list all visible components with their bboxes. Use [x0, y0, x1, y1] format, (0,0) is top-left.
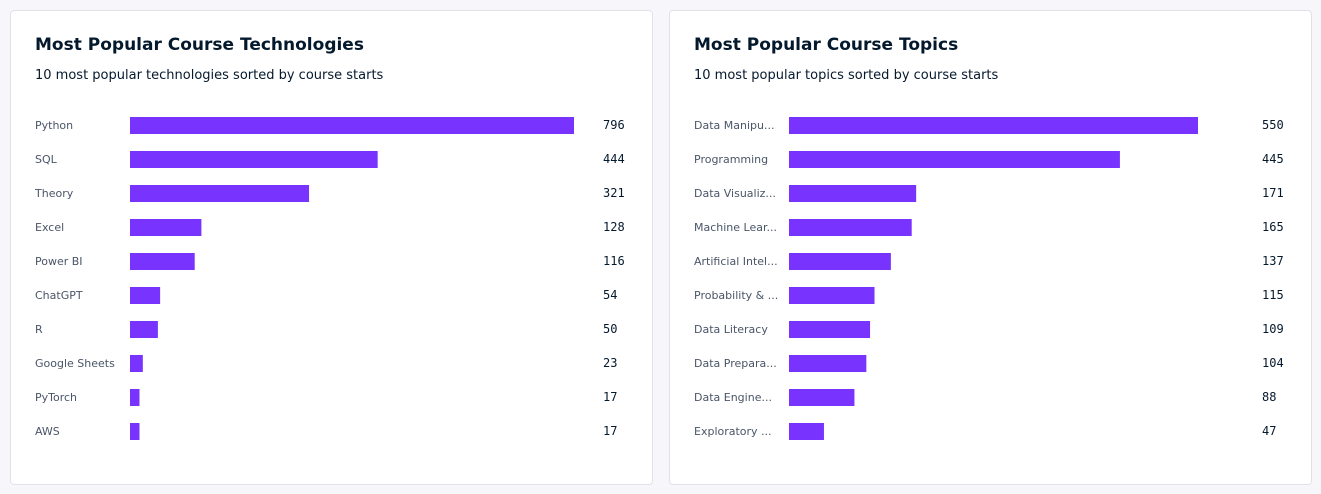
value-label: 321: [603, 186, 625, 200]
category-label: PyTorch: [35, 391, 77, 404]
bar[interactable]: [789, 185, 917, 202]
bar[interactable]: [789, 253, 891, 270]
bar[interactable]: [130, 117, 574, 134]
bar[interactable]: [130, 423, 140, 440]
chart-subtitle: 10 most popular topics sorted by course …: [694, 68, 999, 83]
category-label: Data Prepara...: [694, 357, 777, 370]
value-label: 444: [603, 152, 625, 166]
topics-bar-chart: Data Manipu... 550 Programming 445 Data Visu…: [694, 117, 1284, 440]
category-label: Machine Lear...: [694, 221, 777, 234]
category-label: Google Sheets: [35, 357, 115, 370]
category-label: AWS: [35, 425, 60, 438]
bar[interactable]: [130, 389, 140, 406]
category-label: Power BI: [35, 255, 83, 268]
value-label: 550: [1262, 118, 1284, 132]
bar[interactable]: [789, 117, 1198, 134]
bar[interactable]: [789, 287, 875, 304]
bar[interactable]: [789, 321, 871, 338]
chart-title: Most Popular Course Topics: [694, 35, 959, 55]
category-label: Excel: [35, 221, 64, 234]
technologies-bar-chart: Python 796 SQL 444 Theory 321 Excel 128 Power BI…: [34, 117, 625, 440]
bar[interactable]: [130, 185, 310, 202]
value-label: 23: [603, 356, 617, 370]
value-label: 137: [1262, 254, 1284, 268]
value-label: 128: [603, 220, 625, 234]
chart-subtitle: 10 most popular technologies sorted by c…: [35, 68, 384, 83]
bar[interactable]: [130, 287, 161, 304]
value-label: 54: [603, 288, 617, 302]
category-label: Data Engine...: [694, 391, 772, 404]
technologies-card: Most Popular Course Technologies 10 most…: [10, 10, 653, 485]
value-label: 109: [1262, 322, 1284, 336]
chart-title: Most Popular Course Technologies: [35, 35, 364, 55]
value-label: 88: [1262, 390, 1276, 404]
category-label: Data Visualiz...: [694, 187, 776, 200]
bar[interactable]: [130, 253, 195, 270]
value-label: 171: [1262, 186, 1284, 200]
bar[interactable]: [789, 219, 912, 236]
value-label: 47: [1262, 424, 1276, 438]
category-label: SQL: [35, 153, 58, 166]
bar[interactable]: [789, 423, 824, 440]
category-label: Programming: [694, 153, 768, 166]
value-label: 165: [1262, 220, 1284, 234]
value-label: 115: [1262, 288, 1284, 302]
value-label: 104: [1262, 356, 1284, 370]
category-label: Theory: [34, 187, 74, 200]
bar[interactable]: [130, 219, 202, 236]
category-label: Probability & ...: [694, 289, 778, 302]
value-label: 17: [603, 424, 617, 438]
bar[interactable]: [130, 151, 378, 168]
value-label: 445: [1262, 152, 1284, 166]
value-label: 17: [603, 390, 617, 404]
bar[interactable]: [789, 151, 1120, 168]
topics-card: Most Popular Course Topics 10 most popul…: [669, 10, 1312, 485]
category-label: R: [35, 323, 43, 336]
category-label: Artificial Intel...: [694, 255, 778, 268]
bar[interactable]: [789, 355, 867, 372]
value-label: 796: [603, 118, 625, 132]
value-label: 50: [603, 322, 617, 336]
category-label: Exploratory ...: [694, 425, 772, 438]
category-label: Data Literacy: [694, 323, 768, 336]
bar[interactable]: [130, 321, 158, 338]
category-label: ChatGPT: [35, 289, 83, 302]
category-label: Data Manipu...: [694, 119, 774, 132]
bar[interactable]: [130, 355, 143, 372]
value-label: 116: [603, 254, 625, 268]
bar[interactable]: [789, 389, 855, 406]
category-label: Python: [35, 119, 73, 132]
